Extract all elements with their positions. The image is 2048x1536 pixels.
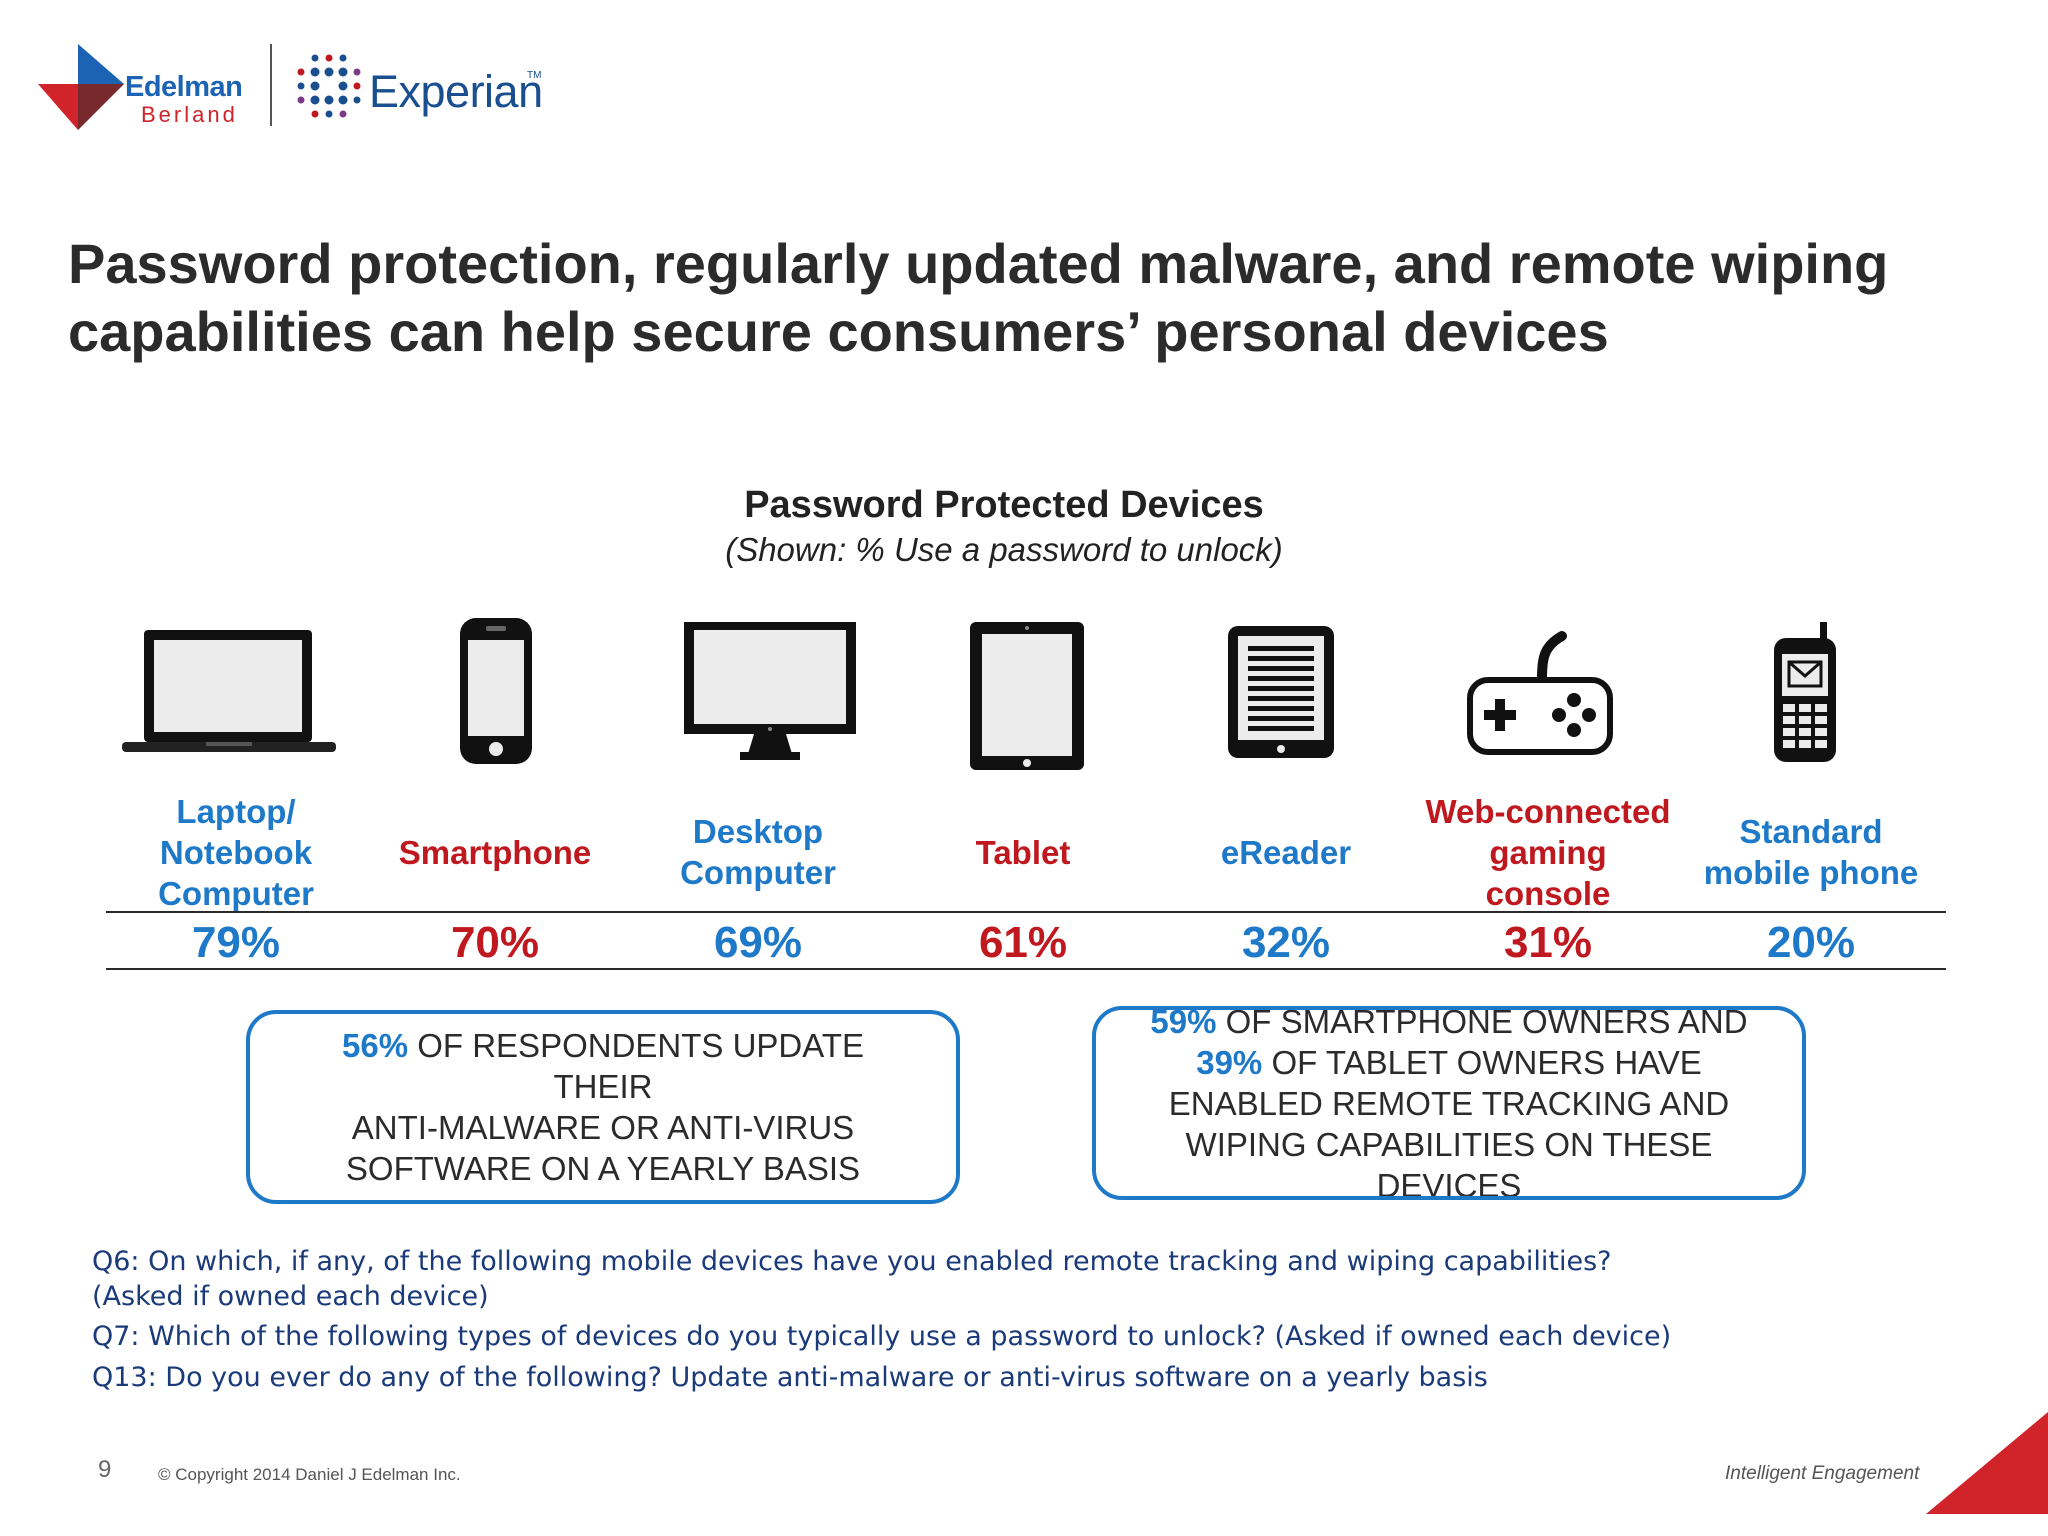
device-label-gaming-console: Web-connected gaming console xyxy=(1417,790,1679,914)
device-label-line: mobile phone xyxy=(1703,854,1919,891)
footer-tagline: Intelligent Engagement xyxy=(1725,1463,1920,1484)
question-q6: Q6: On which, if any, of the following m… xyxy=(92,1246,1612,1277)
callout-text: SOFTWARE ON A YEARLY BASIS xyxy=(345,1150,861,1187)
chart-title: Password Protected Devices xyxy=(744,484,1264,526)
callout-text: OF SMARTPHONE OWNERS AND xyxy=(1216,1006,1748,1040)
experian-trademark: TM xyxy=(527,70,542,81)
callout-text: DEVICES xyxy=(1376,1166,1522,1200)
device-label-line: Laptop/ xyxy=(176,792,296,830)
edelman-berland-logo: Edelman Berland xyxy=(38,44,248,130)
edelman-triangle-mark xyxy=(38,44,124,130)
device-label-line: Standard xyxy=(1739,813,1883,850)
desktop-monitor-icon xyxy=(682,620,858,762)
page-title-line-1: Password protection, regularly updated m… xyxy=(68,232,1889,295)
device-label-line: Smartphone xyxy=(398,833,592,871)
device-label-line: Tablet xyxy=(975,833,1071,871)
page-number: 9 xyxy=(98,1456,112,1483)
device-label-smartphone: Smartphone xyxy=(364,790,626,914)
table-top-rule xyxy=(106,911,1946,913)
callout-text: OF RESPONDENTS UPDATE xyxy=(408,1027,864,1064)
experian-dot-grid-mark xyxy=(297,54,361,118)
callout-highlight: 39% xyxy=(1196,1043,1263,1081)
game-controller-icon xyxy=(1464,618,1614,758)
device-label-line: Computer xyxy=(680,854,836,891)
ereader-icon xyxy=(1226,624,1336,760)
callout-text: ENABLED REMOTE TRACKING AND xyxy=(1168,1084,1730,1122)
device-value-ereader: 32% xyxy=(1241,918,1331,967)
callout-text: WIPING CAPABILITIES ON THESE xyxy=(1185,1125,1713,1163)
device-label-line: gaming xyxy=(1489,833,1607,871)
edelman-wordmark: Edelman xyxy=(125,71,243,103)
chart-subtitle: (Shown: % Use a password to unlock) xyxy=(725,531,1283,568)
experian-wordmark: Experian xyxy=(369,66,543,117)
question-q6-note: (Asked if owned each device) xyxy=(92,1281,489,1312)
table-bottom-rule xyxy=(106,968,1946,970)
feature-phone-icon xyxy=(1770,620,1840,764)
question-q7: Q7: Which of the following types of devi… xyxy=(92,1321,1672,1352)
berland-wordmark: Berland xyxy=(141,102,238,127)
copyright-notice: © Copyright 2014 Daniel J Edelman Inc. xyxy=(158,1465,461,1484)
laptop-icon xyxy=(120,624,338,758)
corner-triangle-decoration xyxy=(1926,1412,2048,1514)
callout-text: ANTI-MALWARE OR ANTI-VIRUS xyxy=(351,1109,855,1146)
device-value-laptop: 79% xyxy=(191,918,281,967)
tablet-icon xyxy=(968,620,1086,772)
logo-divider xyxy=(270,44,272,126)
device-label-line: Desktop xyxy=(692,813,824,850)
smartphone-icon xyxy=(458,616,534,766)
device-label-laptop: Laptop/ Notebook Computer xyxy=(105,790,367,914)
page-title-line-2: capabilities can help secure consumers’ … xyxy=(68,300,1609,363)
device-value-standard-phone: 20% xyxy=(1766,918,1856,967)
experian-logo: Experian TM xyxy=(295,52,555,128)
callout-text: THEIR xyxy=(553,1068,653,1105)
device-value-tablet: 61% xyxy=(978,918,1068,967)
device-value-smartphone: 70% xyxy=(450,918,540,967)
page-title: Password protection, regularly updated m… xyxy=(68,230,1968,366)
device-label-ereader: eReader xyxy=(1155,790,1417,914)
callout-malware-update: 56% OF RESPONDENTS UPDATE THEIR ANTI-MAL… xyxy=(246,1010,960,1204)
device-label-standard-phone: Standard mobile phone xyxy=(1680,790,1942,914)
callout-text: OF TABLET OWNERS HAVE xyxy=(1262,1043,1702,1081)
device-label-tablet: Tablet xyxy=(892,790,1154,914)
callout-highlight: 56% xyxy=(341,1027,409,1064)
callout-remote-wiping: 59% OF SMARTPHONE OWNERS AND 39% OF TABL… xyxy=(1092,1006,1806,1200)
device-label-line: Web-connected xyxy=(1425,792,1671,830)
question-q13: Q13: Do you ever do any of the following… xyxy=(92,1362,1488,1393)
device-label-desktop: Desktop Computer xyxy=(627,790,889,914)
device-value-gaming-console: 31% xyxy=(1503,918,1593,967)
device-label-line: eReader xyxy=(1220,833,1352,871)
device-value-desktop: 69% xyxy=(713,918,803,967)
device-label-line: console xyxy=(1485,874,1611,912)
device-label-line: Computer xyxy=(158,874,314,912)
device-label-line: Notebook xyxy=(159,833,313,871)
callout-highlight: 59% xyxy=(1150,1006,1217,1040)
